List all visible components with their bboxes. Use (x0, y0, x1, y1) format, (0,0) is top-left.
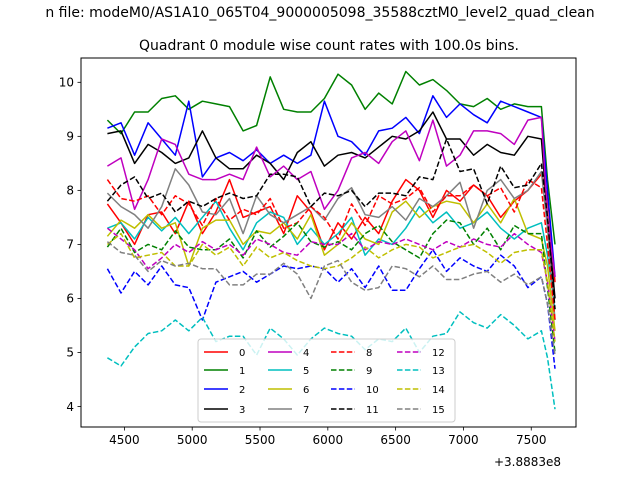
legend-label-3: 3 (239, 405, 245, 416)
y-tick-label: 7 (66, 238, 74, 252)
legend-label-12: 12 (432, 348, 445, 359)
legend-label-8: 8 (366, 348, 372, 359)
legend-label-9: 9 (366, 366, 372, 377)
x-tick-label: 6000 (313, 433, 344, 447)
x-offset-text: +3.8883e8 (494, 455, 561, 469)
series-line-1 (106, 70, 556, 245)
series-line-12 (106, 227, 556, 342)
series-line-0 (106, 173, 556, 283)
legend-label-5: 5 (303, 366, 309, 377)
y-tick-label: 5 (66, 346, 74, 360)
series-line-4 (107, 116, 556, 277)
series-line-7 (106, 168, 556, 321)
series-line-9 (106, 219, 556, 353)
y-tick-label: 10 (59, 76, 74, 90)
x-tick-label: 4500 (109, 433, 140, 447)
series-layer (106, 70, 556, 410)
legend-label-0: 0 (239, 348, 245, 359)
legend-label-15: 15 (432, 405, 445, 416)
legend-label-7: 7 (303, 405, 309, 416)
legend-label-11: 11 (366, 405, 379, 416)
series-line-3 (107, 111, 556, 299)
y-tick-label: 8 (66, 184, 74, 198)
x-tick-label: 7000 (448, 433, 479, 447)
legend-label-4: 4 (303, 348, 309, 359)
legend-label-6: 6 (303, 385, 309, 396)
legend-label-1: 1 (239, 366, 245, 377)
y-tick-label: 6 (66, 292, 74, 306)
figure-suptitle: n file: modeM0/AS1A10_065T04_9000005098_… (45, 5, 594, 21)
y-tick-label: 9 (66, 130, 74, 144)
legend-label-13: 13 (432, 366, 445, 377)
x-tick-label: 5500 (245, 433, 276, 447)
series-line-2 (107, 95, 556, 277)
chart-title: Quadrant 0 module wise count rates with … (139, 38, 519, 54)
legend-label-14: 14 (432, 385, 445, 396)
axes-frame (80, 57, 577, 428)
x-tick-label: 7500 (516, 433, 547, 447)
series-line-13 (107, 311, 556, 410)
y-tick-label: 4 (66, 400, 74, 414)
legend-label-2: 2 (239, 385, 245, 396)
series-line-11 (106, 138, 556, 310)
series-line-15 (106, 241, 556, 356)
legend-frame (197, 338, 456, 423)
series-line-14 (106, 232, 556, 342)
series-line-5 (107, 200, 556, 310)
legend-label-10: 10 (366, 385, 379, 396)
series-line-10 (106, 249, 556, 369)
x-tick-label: 5000 (177, 433, 208, 447)
x-tick-label: 6500 (380, 433, 411, 447)
